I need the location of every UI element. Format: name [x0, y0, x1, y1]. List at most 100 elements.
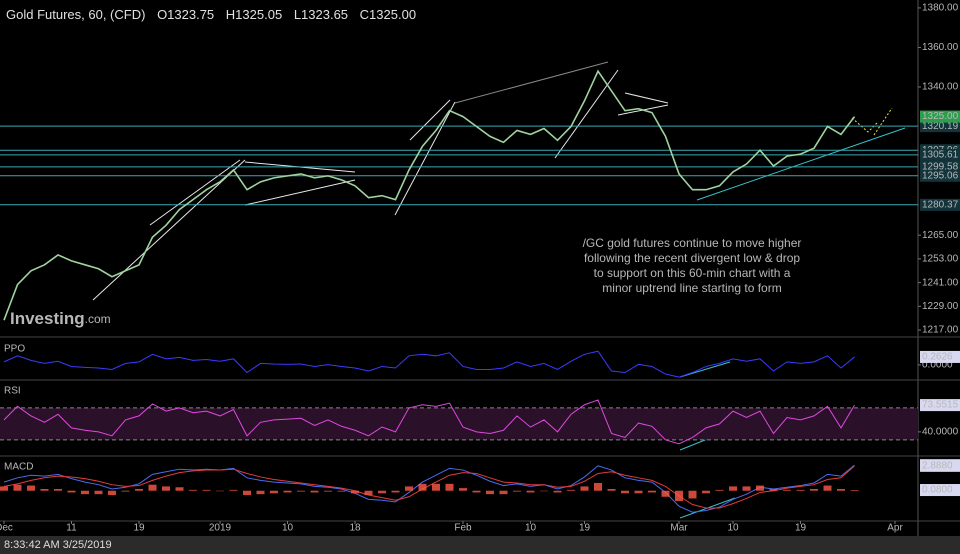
y-tick-label: 1360.00: [922, 42, 959, 53]
ohlc-high: H1325.05: [225, 7, 283, 22]
histogram-bar: [675, 490, 683, 502]
panel-title: PPO: [4, 344, 25, 355]
series-line: [3, 69, 856, 321]
x-tick-label: 10: [282, 523, 294, 534]
histogram-bar: [729, 486, 737, 491]
logo: Investing.com: [10, 309, 111, 328]
y-tick-label: 0.0000: [922, 360, 953, 371]
histogram-bar: [567, 489, 575, 491]
trendline: [409, 99, 451, 141]
value-label-box: [920, 120, 960, 133]
histogram-bar: [405, 486, 413, 491]
histogram-bar: [634, 490, 643, 494]
histogram-bar: [108, 490, 116, 496]
histogram-bar: [27, 485, 35, 491]
histogram-bar: [364, 490, 373, 496]
histogram-bar: [702, 490, 710, 494]
histogram-bar: [283, 490, 292, 493]
histogram-bar: [40, 489, 49, 491]
histogram-bar: [459, 488, 467, 491]
histogram-bar: [688, 490, 697, 499]
histogram-bar: [432, 483, 440, 491]
value-label: 1305.61: [922, 150, 959, 161]
histogram-bar: [648, 490, 656, 493]
histogram-bar: [243, 490, 251, 496]
histogram-bar: [135, 489, 143, 491]
series-line: [3, 464, 855, 513]
value-label: 1325.00: [922, 111, 959, 122]
histogram-bar: [94, 490, 103, 495]
series-line: [3, 465, 855, 509]
histogram-bar: [256, 490, 265, 495]
value-label: 1295.06: [922, 170, 959, 181]
trendline: [696, 127, 906, 201]
histogram-bar: [661, 490, 670, 497]
histogram-bar: [837, 489, 845, 491]
histogram-bar: [310, 490, 319, 493]
value-label: 0.0800: [922, 485, 953, 496]
histogram-bar: [850, 490, 859, 491]
x-tick-label: 10: [525, 523, 537, 534]
value-label-box: [920, 198, 960, 211]
value-label: 1280.37: [922, 199, 959, 210]
value-label-box: [920, 350, 960, 363]
trendline: [554, 69, 619, 159]
value-label-box: [920, 459, 960, 472]
y-tick-label: 1265.00: [922, 230, 959, 241]
histogram-bar: [445, 483, 454, 491]
value-label: 0.2626: [922, 352, 953, 363]
series-line: [3, 350, 855, 378]
trendline: [679, 361, 731, 378]
histogram-bar: [67, 490, 76, 493]
logo-part: .com: [85, 312, 111, 326]
histogram-bar: [81, 490, 89, 495]
projection-arrow: [851, 117, 879, 133]
ohlc-open: O1323.75: [157, 7, 215, 22]
histogram-bar: [297, 490, 305, 492]
trendline: [394, 101, 456, 216]
histogram-bar: [715, 489, 724, 491]
histogram-bar: [540, 490, 548, 492]
histogram-bar: [270, 490, 278, 494]
x-tick-label: 19: [579, 523, 591, 534]
histogram-bar: [378, 490, 386, 494]
value-label-box: [920, 399, 960, 412]
x-tick-label: 11: [66, 523, 77, 534]
histogram-bar: [472, 490, 481, 493]
histogram-bar: [121, 490, 130, 492]
y-tick-label: 1217.00: [922, 325, 959, 336]
trendline: [244, 179, 356, 206]
histogram-bar: [823, 485, 832, 491]
histogram-bar: [324, 490, 332, 492]
histogram-bar: [594, 482, 602, 491]
histogram-bar: [756, 485, 764, 491]
trendline: [454, 61, 609, 104]
trendline: [92, 159, 246, 301]
histogram-bar: [0, 486, 8, 491]
x-tick-label: 19: [133, 523, 145, 534]
histogram-bar: [216, 490, 224, 492]
histogram-bar: [553, 490, 562, 493]
ohlc-low: L1323.65: [293, 7, 349, 22]
histogram-bar: [202, 489, 211, 491]
value-label-box: [920, 484, 960, 497]
band-fill: [0, 407, 918, 440]
value-label: 1320.19: [922, 121, 959, 132]
histogram-bar: [621, 490, 629, 494]
histogram-bar: [148, 484, 157, 491]
x-tick-label: Mar: [670, 523, 688, 534]
histogram-bar: [337, 490, 346, 492]
x-tick-label: 18: [349, 523, 361, 534]
histogram-bar: [810, 489, 818, 491]
status-bar: 8:33:42 AM 3/25/2019: [0, 536, 960, 554]
annotation: following the recent divergent low & dro…: [584, 251, 800, 265]
annotation: to support on this 60-min chart with a: [594, 266, 791, 280]
projection-arrow: [873, 107, 893, 136]
histogram-bar: [351, 490, 359, 494]
histogram-bar: [769, 489, 778, 491]
value-label: 73.5515: [922, 400, 959, 411]
timestamp: 8:33:42 AM 3/25/2019: [4, 539, 112, 551]
histogram-bar: [742, 486, 751, 491]
ohlc-close: C1325.00: [359, 7, 417, 22]
